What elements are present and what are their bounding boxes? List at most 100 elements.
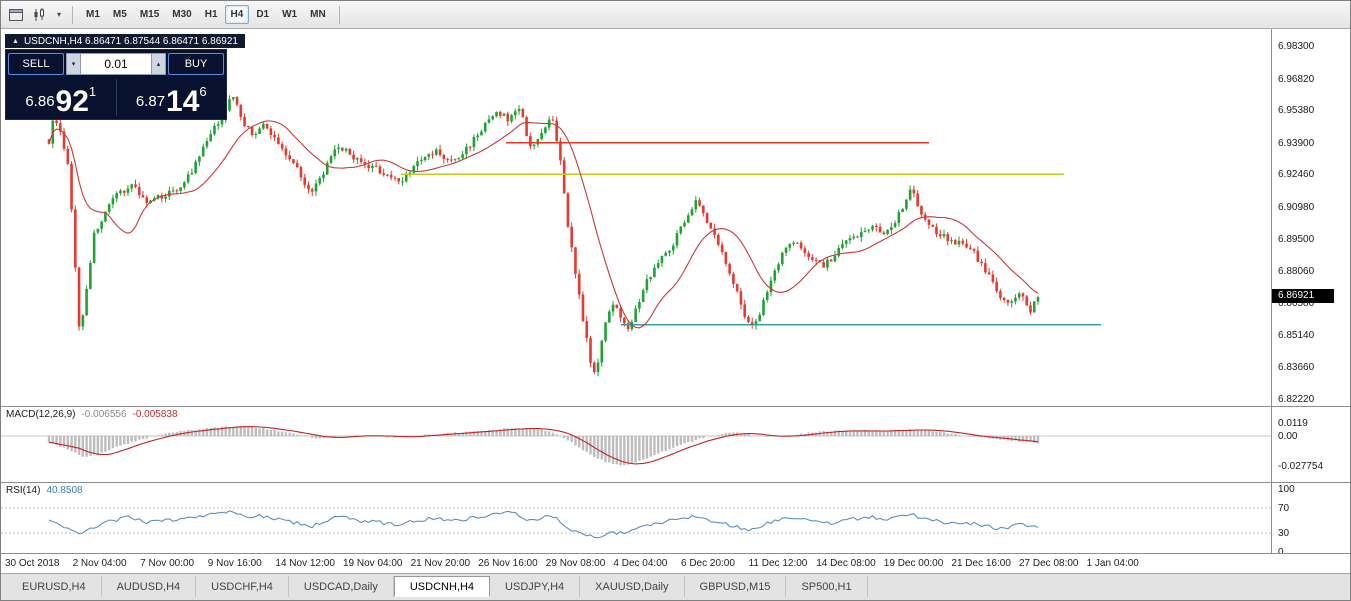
volume-control: ▾ 0.01 ▴ <box>66 53 166 75</box>
price-scale-label: 6.92460 <box>1278 169 1315 181</box>
rsi-scale-label: 30 <box>1278 528 1290 540</box>
time-axis-label: 2 Nov 04:00 <box>72 558 127 569</box>
ask-prefix: 6.87 <box>135 93 166 110</box>
macd-label: MACD(12,26,9) -0.006556 -0.005838 <box>6 409 178 420</box>
timeframe-buttons: M1 M5 M15 M30 H1 H4 D1 W1 MN <box>80 5 332 24</box>
price-scale-label: 6.83660 <box>1278 362 1315 374</box>
trade-prices-row: 6.86 92 1 6.87 14 6 <box>6 76 226 119</box>
timeframe-button-m1[interactable]: M1 <box>86 9 100 20</box>
macd-scale-label: 0.0119 <box>1278 418 1308 430</box>
rsi-value: 40.8508 <box>46 485 83 496</box>
chart-tab-sp500-h1[interactable]: SP500,H1 <box>786 576 868 597</box>
timeframe-button-h4[interactable]: H4 <box>224 5 250 24</box>
price-divider <box>115 79 117 116</box>
rsi-scale-label: 70 <box>1278 502 1290 514</box>
time-axis-label: 21 Nov 20:00 <box>410 558 471 569</box>
chart-tab-audusd-h4[interactable]: AUDUSD,H4 <box>102 576 197 597</box>
time-axis-label: 19 Dec 00:00 <box>883 558 944 569</box>
ask-price[interactable]: 6.87 14 6 <box>117 76 227 119</box>
timeframe-button-m15[interactable]: M15 <box>139 9 160 20</box>
volume-input[interactable]: 0.01 <box>81 53 151 75</box>
ask-pip-digit: 6 <box>199 84 207 99</box>
timeframe-button-h1[interactable]: H1 <box>204 9 218 20</box>
price-scale-label: 6.98300 <box>1278 41 1315 53</box>
rsi-name: RSI(14) <box>6 485 41 496</box>
time-axis-label: 26 Nov 16:00 <box>478 558 538 569</box>
time-axis-label: 1 Jan 04:00 <box>1086 558 1139 569</box>
macd-main-value: -0.006556 <box>81 409 127 420</box>
time-axis-label: 4 Dec 04:00 <box>613 558 668 569</box>
price-scale-label: 6.88060 <box>1278 265 1315 277</box>
rsi-scale: 100 70 30 0 <box>1272 483 1350 558</box>
candlestick-plot <box>47 95 1101 377</box>
time-axis-label: 19 Nov 04:00 <box>343 558 403 569</box>
scale-separator <box>1271 29 1272 553</box>
volume-increase-button[interactable]: ▴ <box>151 53 166 75</box>
price-chart[interactable]: ▲ USDCNH,H4 6.86471 6.87544 6.86471 6.86… <box>1 29 1350 406</box>
chart-tab-usdcad-daily[interactable]: USDCAD,Daily <box>289 576 394 597</box>
time-axis-label: 27 Dec 08:00 <box>1019 558 1079 569</box>
timeframe-button-m30[interactable]: M30 <box>172 9 192 20</box>
price-scale-label: 6.85140 <box>1278 329 1315 341</box>
rsi-scale-label: 0 <box>1278 547 1284 558</box>
rsi-plot <box>1 507 1271 539</box>
time-axis-label: 6 Dec 20:00 <box>681 558 735 569</box>
time-axis-label: 30 Oct 2018 <box>5 558 60 569</box>
macd-scale-label: -0.027754 <box>1278 460 1324 472</box>
timeframe-button-mn[interactable]: MN <box>310 9 326 20</box>
chart-type-dropdown-caret-icon[interactable]: ▾ <box>56 10 61 19</box>
chart-tab-bar: EURUSD,H4 AUDUSD,H4 USDCHF,H4 USDCAD,Daily U… <box>1 573 1350 600</box>
ask-big-digits: 14 <box>166 84 200 118</box>
chart-tab-usdjpy-h4[interactable]: USDJPY,H4 <box>490 576 581 597</box>
time-axis-label: 14 Dec 08:00 <box>816 558 876 569</box>
bid-price[interactable]: 6.86 92 1 <box>6 76 116 119</box>
macd-scale: 0.0119 0.00 -0.027754 <box>1272 407 1350 482</box>
rsi-label: RSI(14) 40.8508 <box>6 485 83 496</box>
price-scale-label: 6.93900 <box>1278 137 1315 149</box>
time-axis-label: 11 Dec 12:00 <box>748 558 808 569</box>
macd-plot <box>1 426 1271 466</box>
rsi-scale-label: 100 <box>1278 484 1295 495</box>
chart-tab-usdcnh-h4[interactable]: USDCNH,H4 <box>393 576 491 597</box>
one-click-trade-panel: SELL ▾ 0.01 ▴ BUY 6.86 92 1 6.87 14 <box>5 49 227 120</box>
ohlc-text: USDCNH,H4 6.86471 6.87544 6.86471 6.8692… <box>23 35 238 47</box>
trade-controls-row: SELL ▾ 0.01 ▴ BUY <box>6 50 226 76</box>
time-axis-label: 29 Nov 08:00 <box>545 558 606 569</box>
price-scale[interactable]: 6.98300 6.96820 6.95380 6.93900 6.92460 6.909… <box>1272 29 1350 406</box>
toolbar: ▾ M1 M5 M15 M30 H1 H4 D1 W1 MN <box>1 1 1350 29</box>
chart-type-icon[interactable] <box>29 5 51 25</box>
ohlc-header: ▲ USDCNH,H4 6.86471 6.87544 6.86471 6.86… <box>5 34 245 48</box>
current-price-badge: 6.86921 <box>1272 288 1334 303</box>
chart-window-icon[interactable] <box>5 5 27 25</box>
macd-scale-label: 0.00 <box>1278 431 1298 442</box>
buy-button[interactable]: BUY <box>168 53 224 75</box>
chart-tab-xauusd-daily[interactable]: XAUUSD,Daily <box>580 576 685 597</box>
time-axis-label: 7 Nov 00:00 <box>140 558 195 569</box>
timeframe-button-w1[interactable]: W1 <box>282 9 298 20</box>
toolbar-separator <box>72 5 73 24</box>
price-scale-label: 6.86580 <box>1278 298 1315 310</box>
timeframe-button-d1[interactable]: D1 <box>256 9 270 20</box>
time-axis-label: 14 Nov 12:00 <box>275 558 335 569</box>
time-axis[interactable]: 30 Oct 2018 2 Nov 04:00 7 Nov 00:00 9 Nov 1… <box>1 553 1350 573</box>
price-scale-label: 6.90980 <box>1278 201 1315 213</box>
chart-tab-usdchf-h4[interactable]: USDCHF,H4 <box>196 576 289 597</box>
time-axis-label: 21 Dec 16:00 <box>951 558 1011 569</box>
timeframe-button-m5[interactable]: M5 <box>112 9 127 20</box>
chart-tab-eurusd-h4[interactable]: EURUSD,H4 <box>7 576 102 597</box>
macd-panel[interactable]: MACD(12,26,9) -0.006556 -0.005838 0.0119… <box>1 406 1350 482</box>
uptick-icon: ▲ <box>12 37 19 45</box>
chart-tab-gbpusd-m15[interactable]: GBPUSD,M15 <box>685 576 787 597</box>
sell-button[interactable]: SELL <box>8 53 64 75</box>
candlestick-glyph <box>34 7 44 21</box>
bid-pip-digit: 1 <box>88 84 97 99</box>
macd-signal-value: -0.005838 <box>132 409 178 420</box>
price-scale-label: 6.82220 <box>1278 393 1315 405</box>
price-scale-label: 6.96820 <box>1278 73 1315 85</box>
volume-decrease-button[interactable]: ▾ <box>66 53 81 75</box>
time-axis-label: 9 Nov 16:00 <box>207 558 262 569</box>
macd-name: MACD(12,26,9) <box>6 409 76 420</box>
chart-window-glyph <box>9 8 23 21</box>
rsi-panel[interactable]: RSI(14) 40.8508 100 70 30 0 <box>1 482 1350 558</box>
